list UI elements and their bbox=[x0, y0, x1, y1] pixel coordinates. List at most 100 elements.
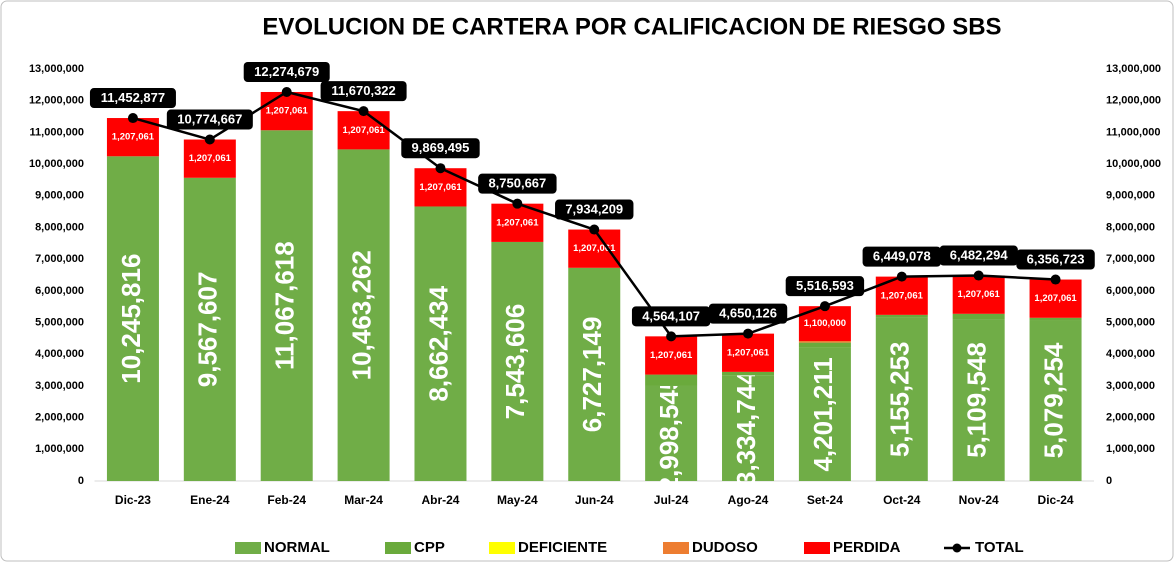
total-point bbox=[1050, 274, 1061, 285]
y2-tick-label: 9,000,000 bbox=[1106, 190, 1155, 202]
y2-tick-label: 7,000,000 bbox=[1106, 253, 1155, 265]
bar-value-label: 1,207,061 bbox=[419, 182, 462, 193]
y2-tick-label: 13,000,000 bbox=[1106, 63, 1161, 75]
total-point bbox=[358, 106, 369, 117]
bar-segment bbox=[722, 375, 775, 481]
total-value-label: 7,934,209 bbox=[565, 201, 623, 216]
total-label-box bbox=[939, 245, 1018, 266]
bar-value-label: 1,207,061 bbox=[266, 106, 309, 117]
total-point bbox=[512, 198, 523, 209]
bar-segment bbox=[722, 371, 775, 376]
bar-segment bbox=[952, 319, 1005, 481]
y-tick-label: 9,000,000 bbox=[35, 190, 84, 202]
bar-segment bbox=[183, 177, 236, 481]
y2-tick-label: 5,000,000 bbox=[1106, 316, 1155, 328]
y-tick-label: 6,000,000 bbox=[35, 285, 84, 297]
total-label-box bbox=[320, 81, 407, 102]
bar-value-label: 3,334,744 bbox=[731, 370, 761, 486]
total-label-box bbox=[243, 61, 330, 82]
total-point bbox=[281, 86, 292, 97]
y2-tick-label: 2,000,000 bbox=[1106, 412, 1155, 424]
bar-segment bbox=[952, 275, 1005, 314]
total-label: 8,750,667 bbox=[478, 173, 557, 194]
total-label: 11,452,877 bbox=[89, 88, 176, 109]
legend-label: CPP bbox=[414, 539, 445, 556]
legend-marker bbox=[952, 543, 962, 553]
legend-label: NORMAL bbox=[264, 539, 330, 556]
x-tick-label: Dic-23 bbox=[115, 493, 151, 507]
total-label-box bbox=[555, 199, 634, 220]
y-tick-label: 7,000,000 bbox=[35, 253, 84, 265]
total-label: 4,650,126 bbox=[708, 303, 788, 324]
x-tick-label: Jun-24 bbox=[575, 493, 614, 507]
total-label: 10,774,667 bbox=[166, 109, 253, 130]
total-label-box bbox=[708, 303, 788, 324]
bar-value-label: 5,079,254 bbox=[1038, 342, 1068, 458]
y2-tick-label: 3,000,000 bbox=[1106, 380, 1155, 392]
total-point bbox=[589, 224, 600, 235]
bar-segment bbox=[798, 342, 851, 348]
bar-segment bbox=[106, 118, 159, 157]
bar-value-label: 8,662,434 bbox=[423, 285, 453, 401]
x-tick-label: Nov-24 bbox=[959, 493, 999, 507]
bar-segment bbox=[106, 156, 159, 482]
legend-label: PERDIDA bbox=[833, 539, 901, 556]
bar-segment bbox=[1029, 279, 1082, 318]
bar-value-label: 6,727,149 bbox=[577, 317, 607, 433]
bar-value-label: 4,201,211 bbox=[808, 357, 838, 471]
bar-segment bbox=[722, 333, 775, 372]
total-point bbox=[973, 270, 984, 281]
total-label: 6,482,294 bbox=[939, 245, 1018, 266]
total-label: 11,670,322 bbox=[320, 81, 407, 102]
total-point bbox=[666, 331, 677, 342]
total-label-box bbox=[785, 276, 865, 297]
total-label: 7,934,209 bbox=[555, 199, 634, 220]
x-tick-label: Ene-24 bbox=[190, 493, 230, 507]
y-tick-label: 12,000,000 bbox=[29, 95, 84, 107]
y-tick-label: 10,000,000 bbox=[29, 158, 84, 170]
legend-swatch bbox=[385, 542, 411, 554]
total-label: 9,869,495 bbox=[401, 138, 480, 159]
bar-segment bbox=[414, 206, 467, 482]
bar-segment bbox=[645, 385, 698, 481]
total-value-label: 6,449,078 bbox=[873, 249, 931, 264]
legend-label: DEFICIENTE bbox=[518, 539, 607, 556]
total-label-box bbox=[478, 173, 557, 194]
bar-value-label: 11,067,618 bbox=[270, 241, 300, 370]
bar-segment bbox=[568, 267, 621, 481]
total-value-label: 6,356,723 bbox=[1027, 251, 1085, 266]
bar-segment bbox=[798, 341, 851, 343]
bar-segment bbox=[183, 139, 236, 178]
x-tick-label: Mar-24 bbox=[344, 493, 383, 507]
bar-value-label: 7,543,606 bbox=[500, 304, 530, 420]
total-point bbox=[743, 328, 754, 339]
bar-value-label: 1,207,061 bbox=[881, 290, 924, 301]
y-tick-label: 2,000,000 bbox=[35, 412, 84, 424]
y2-tick-label: 12,000,000 bbox=[1106, 95, 1161, 107]
total-point bbox=[204, 134, 215, 145]
bar-value-label: 5,109,548 bbox=[962, 342, 992, 458]
y-tick-label: 5,000,000 bbox=[35, 316, 84, 328]
total-point bbox=[127, 113, 138, 124]
legend-swatch bbox=[663, 542, 689, 554]
x-tick-label: Abr-24 bbox=[421, 493, 459, 507]
y2-tick-label: 4,000,000 bbox=[1106, 348, 1155, 360]
x-tick-label: Ago-24 bbox=[728, 493, 769, 507]
total-value-label: 11,670,322 bbox=[331, 83, 395, 98]
y2-tick-label: 0 bbox=[1106, 475, 1112, 487]
total-label: 12,274,679 bbox=[243, 61, 330, 82]
y2-tick-label: 1,000,000 bbox=[1106, 443, 1155, 455]
total-value-label: 12,274,679 bbox=[254, 64, 319, 79]
x-tick-label: Oct-24 bbox=[883, 493, 921, 507]
bar-value-label: 2,998,545 bbox=[654, 376, 684, 492]
bar-value-label: 1,207,061 bbox=[112, 132, 155, 143]
bar-segment bbox=[491, 241, 544, 481]
y-tick-label: 0 bbox=[78, 475, 84, 487]
total-label-box bbox=[166, 109, 253, 130]
x-tick-label: Feb-24 bbox=[267, 493, 306, 507]
bar-segment bbox=[414, 168, 467, 207]
bar-segment bbox=[337, 149, 390, 481]
total-label-box bbox=[862, 246, 941, 267]
bar-value-label: 10,463,262 bbox=[346, 250, 376, 380]
y-tick-label: 11,000,000 bbox=[30, 126, 84, 138]
